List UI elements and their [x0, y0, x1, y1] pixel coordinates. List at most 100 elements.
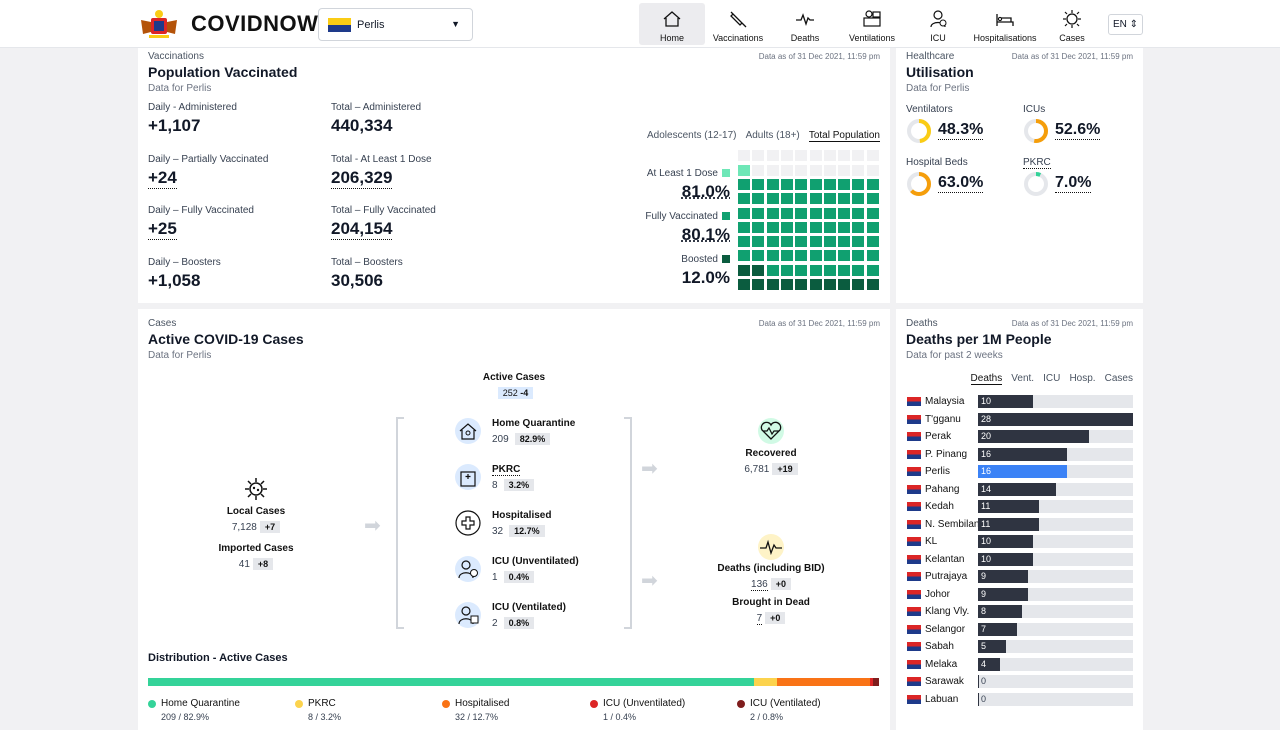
bar-value-label: 5 [981, 641, 987, 651]
cases-asof: Data as of 31 Dec 2021, 11:59 pm [758, 319, 880, 328]
tab-cases[interactable]: Cases [1104, 373, 1133, 384]
waffle-cell [809, 150, 822, 162]
rate-label: Fully Vaccinated [645, 211, 718, 222]
stat-value: 440,334 [331, 116, 393, 135]
bar-track [978, 640, 1133, 653]
tab-vent[interactable]: Vent. [1011, 373, 1035, 384]
waffle-cell [809, 250, 822, 262]
waffle-cell [780, 150, 793, 162]
legend-dot [442, 700, 450, 708]
breakdown-label: ICU (Ventilated) [492, 602, 566, 613]
tab-hosp[interactable]: Hosp. [1069, 373, 1096, 384]
nav-deaths[interactable]: Deaths [772, 3, 838, 45]
healthcare-asof: Data as of 31 Dec 2021, 11:59 pm [1011, 52, 1133, 61]
recovered-block: Recovered 6,781 +19 [718, 448, 824, 475]
ecg-icon [796, 13, 814, 27]
bar-putrajaya[interactable] [978, 570, 1028, 583]
waffle-cell [738, 250, 750, 262]
deaths-label: Deaths (including BID) [717, 563, 825, 574]
deaths-card: Deaths Data as of 31 Dec 2021, 11:59 pm … [896, 309, 1143, 730]
state-name: Sarawak [925, 676, 964, 687]
nav-hospitalisations[interactable]: Hospitalisations [972, 3, 1038, 45]
nav-label: Home [659, 33, 684, 43]
bar-kedah[interactable] [978, 500, 1039, 513]
cases-subtitle: Data for Perlis [148, 350, 212, 361]
state-flag-icon [907, 694, 921, 704]
bid-value: 7 [756, 613, 763, 625]
bar-kl[interactable] [978, 535, 1034, 548]
bar-kelantan[interactable] [978, 552, 1034, 566]
state-name: Perlis [925, 466, 951, 477]
waffle-cell [780, 178, 793, 190]
state-selector-dropdown[interactable]: Perlis ▼ [318, 8, 473, 41]
malaysia-coat-of-arms-icon[interactable] [137, 8, 181, 40]
deaths-kicker: Deaths [906, 318, 938, 329]
utilisation-value: 63.0% [938, 174, 984, 193]
waffle-cell [738, 264, 750, 276]
waffle-cell [752, 264, 765, 276]
local-cases-value: 7,128 [231, 522, 257, 533]
bar-malaysia[interactable] [978, 395, 1034, 408]
nav-ventilations[interactable]: Ventilations [839, 3, 905, 45]
bar-perlis[interactable] [978, 465, 1067, 478]
waffle-cell [738, 236, 750, 248]
state-name: Johor [925, 588, 951, 600]
distribution-segment [873, 678, 879, 686]
bar-johor[interactable] [978, 587, 1028, 601]
bar-selangor[interactable] [978, 622, 1017, 636]
bid-label: Brought in Dead [732, 597, 810, 608]
bar-value-label: 0 [981, 693, 987, 704]
chevron-down-icon: ▼ [451, 19, 460, 29]
tab-icu[interactable]: ICU [1043, 373, 1061, 384]
nav-label: Cases [1059, 33, 1085, 43]
language-selector[interactable]: EN ⇕ [1108, 14, 1143, 35]
waffle-cell [780, 250, 793, 262]
bar-value-label: 7 [981, 623, 987, 634]
waffle-cell [852, 164, 865, 176]
state-flag-icon [907, 624, 921, 634]
bar-perak[interactable] [978, 430, 1089, 443]
bar-sarawak[interactable] [978, 675, 979, 688]
icu-ventilated-icon [455, 602, 481, 628]
nav-icu[interactable]: ICU [905, 3, 971, 45]
state-name: Klang Vly. [925, 606, 970, 617]
nav-vaccinations[interactable]: Vaccinations [705, 3, 771, 45]
nav-home[interactable]: Home [639, 3, 705, 45]
brand-wordmark[interactable]: COVIDNOW [191, 11, 319, 36]
tab-total-population[interactable]: Total Population [808, 130, 880, 142]
tab-adolescents[interactable]: Adolescents (12-17) [647, 130, 737, 141]
nav-label: ICU [930, 33, 946, 43]
waffle-cell [838, 193, 851, 205]
tab-adults[interactable]: Adults (18+) [745, 130, 800, 141]
waffle-cell [852, 236, 865, 248]
breakdown-value: 32 [492, 526, 504, 537]
state-flag-icon [907, 607, 921, 616]
waffle-cell [866, 221, 879, 233]
nav-label: Hospitalisations [973, 33, 1037, 43]
active-cases-value: 252 [502, 388, 518, 398]
stat-value: 206,329 [331, 167, 393, 189]
bar-value-label: 14 [981, 483, 992, 494]
bar-pahang[interactable] [978, 482, 1056, 496]
stat-value: +25 [148, 219, 177, 240]
tab-deaths[interactable]: Deaths [970, 373, 1003, 385]
bar-melaka[interactable] [978, 657, 1001, 671]
bar-n-sembilan[interactable] [978, 517, 1039, 531]
state-name: Selangor [925, 623, 966, 635]
waffle-cell [852, 279, 865, 290]
waffle-cell [823, 264, 836, 276]
bar-t-gganu[interactable] [978, 412, 1133, 426]
local-cases-block: Local Cases 7,128 +7 Imported Cases 41 +8 [198, 506, 314, 570]
distribution-segment [753, 678, 778, 686]
bar-p-pinang[interactable] [978, 447, 1067, 461]
bar-sabah[interactable] [978, 640, 1006, 653]
bar-klang-vly-[interactable] [978, 605, 1023, 618]
waffle-cell [738, 221, 750, 233]
state-flag-icon [907, 397, 921, 406]
state-flag-icon [907, 502, 921, 511]
vaccination-title: Population Vaccinated [148, 64, 298, 80]
nav-cases[interactable]: Cases [1039, 3, 1105, 45]
waffle-cell [780, 207, 793, 219]
waffle-cell [823, 250, 836, 262]
bar-labuan[interactable] [978, 692, 979, 706]
